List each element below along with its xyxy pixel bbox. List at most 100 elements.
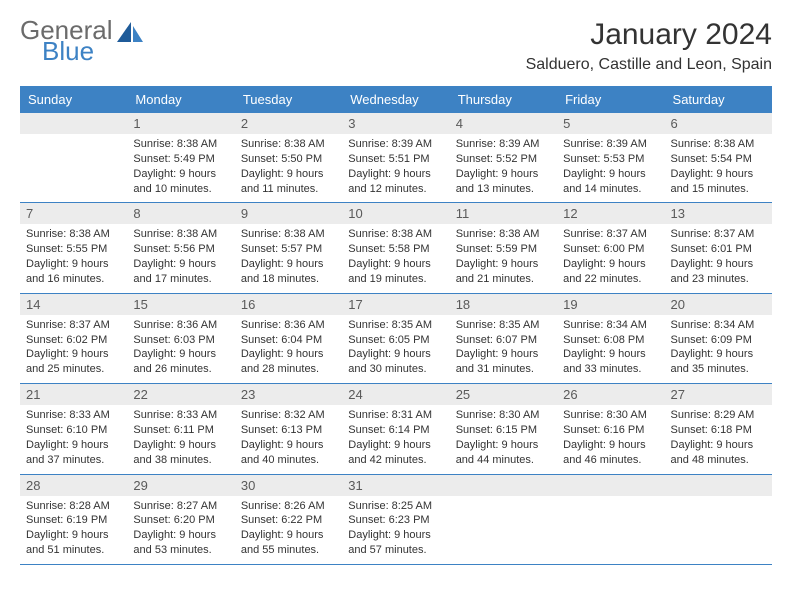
day-number: 8 <box>127 203 234 224</box>
day-cell <box>557 475 664 564</box>
week-row: 14Sunrise: 8:37 AMSunset: 6:02 PMDayligh… <box>20 294 772 384</box>
daylight-text: Daylight: 9 hours and 25 minutes. <box>26 347 121 377</box>
sunrise-text: Sunrise: 8:38 AM <box>241 227 336 242</box>
sunrise-text: Sunrise: 8:38 AM <box>133 137 228 152</box>
sunrise-text: Sunrise: 8:39 AM <box>348 137 443 152</box>
daylight-text: Daylight: 9 hours and 42 minutes. <box>348 438 443 468</box>
day-body: Sunrise: 8:29 AMSunset: 6:18 PMDaylight:… <box>669 408 768 467</box>
sunset-text: Sunset: 6:02 PM <box>26 333 121 348</box>
day-number: 6 <box>665 113 772 134</box>
sunrise-text: Sunrise: 8:37 AM <box>671 227 766 242</box>
day-cell: 1Sunrise: 8:38 AMSunset: 5:49 PMDaylight… <box>127 113 234 202</box>
day-cell: 19Sunrise: 8:34 AMSunset: 6:08 PMDayligh… <box>557 294 664 383</box>
sunrise-text: Sunrise: 8:30 AM <box>563 408 658 423</box>
daylight-text: Daylight: 9 hours and 30 minutes. <box>348 347 443 377</box>
sunrise-text: Sunrise: 8:38 AM <box>133 227 228 242</box>
day-body: Sunrise: 8:39 AMSunset: 5:51 PMDaylight:… <box>346 137 445 196</box>
day-body: Sunrise: 8:34 AMSunset: 6:09 PMDaylight:… <box>669 318 768 377</box>
day-body: Sunrise: 8:38 AMSunset: 5:57 PMDaylight:… <box>239 227 338 286</box>
day-number: 30 <box>235 475 342 496</box>
day-body: Sunrise: 8:26 AMSunset: 6:22 PMDaylight:… <box>239 499 338 558</box>
sunset-text: Sunset: 5:56 PM <box>133 242 228 257</box>
day-cell: 30 Sunrise: 8:26 AMSunset: 6:22 PMDayligh… <box>235 475 342 564</box>
sunrise-text: Sunrise: 8:34 AM <box>563 318 658 333</box>
week-row: 7Sunrise: 8:38 AMSunset: 5:55 PMDaylight… <box>20 203 772 293</box>
sunrise-text: Sunrise: 8:33 AM <box>133 408 228 423</box>
day-body: Sunrise: 8:38 AMSunset: 5:49 PMDaylight:… <box>131 137 230 196</box>
month-title: January 2024 <box>526 18 772 52</box>
day-header-mon: Monday <box>127 86 234 113</box>
day-body: Sunrise: 8:36 AMSunset: 6:03 PMDaylight:… <box>131 318 230 377</box>
sunset-text: Sunset: 6:03 PM <box>133 333 228 348</box>
sunset-text: Sunset: 6:11 PM <box>133 423 228 438</box>
sunset-text: Sunset: 6:23 PM <box>348 513 443 528</box>
day-number: 9 <box>235 203 342 224</box>
day-body: Sunrise: 8:35 AMSunset: 6:05 PMDaylight:… <box>346 318 445 377</box>
sunrise-text: Sunrise: 8:30 AM <box>456 408 551 423</box>
daylight-text: Daylight: 9 hours and 37 minutes. <box>26 438 121 468</box>
sunrise-text: Sunrise: 8:28 AM <box>26 499 121 514</box>
week-row: 1Sunrise: 8:38 AMSunset: 5:49 PMDaylight… <box>20 113 772 203</box>
sunset-text: Sunset: 5:51 PM <box>348 152 443 167</box>
sunset-text: Sunset: 6:14 PM <box>348 423 443 438</box>
sunrise-text: Sunrise: 8:39 AM <box>563 137 658 152</box>
day-cell <box>450 475 557 564</box>
day-body: Sunrise: 8:30 AMSunset: 6:15 PMDaylight:… <box>454 408 553 467</box>
sunrise-text: Sunrise: 8:33 AM <box>26 408 121 423</box>
day-cell: 21 Sunrise: 8:33 AMSunset: 6:10 PMDayligh… <box>20 384 127 473</box>
daylight-text: Daylight: 9 hours and 33 minutes. <box>563 347 658 377</box>
day-body: Sunrise: 8:38 AMSunset: 5:54 PMDaylight:… <box>669 137 768 196</box>
daylight-text: Daylight: 9 hours and 16 minutes. <box>26 257 121 287</box>
day-body: Sunrise: 8:38 AMSunset: 5:50 PMDaylight:… <box>239 137 338 196</box>
day-body: Sunrise: 8:38 AMSunset: 5:55 PMDaylight:… <box>24 227 123 286</box>
day-cell <box>20 113 127 202</box>
sunset-text: Sunset: 6:09 PM <box>671 333 766 348</box>
sunset-text: Sunset: 5:57 PM <box>241 242 336 257</box>
daylight-text: Daylight: 9 hours and 38 minutes. <box>133 438 228 468</box>
day-body: Sunrise: 8:35 AMSunset: 6:07 PMDaylight:… <box>454 318 553 377</box>
day-cell: 23Sunrise: 8:32 AMSunset: 6:13 PMDayligh… <box>235 384 342 473</box>
daylight-text: Daylight: 9 hours and 17 minutes. <box>133 257 228 287</box>
calendar: Sunday Monday Tuesday Wednesday Thursday… <box>20 86 772 565</box>
sunset-text: Sunset: 5:54 PM <box>671 152 766 167</box>
sunrise-text: Sunrise: 8:36 AM <box>241 318 336 333</box>
sunrise-text: Sunrise: 8:34 AM <box>671 318 766 333</box>
sunset-text: Sunset: 6:04 PM <box>241 333 336 348</box>
day-body: Sunrise: 8:38 AMSunset: 5:58 PMDaylight:… <box>346 227 445 286</box>
sunrise-text: Sunrise: 8:31 AM <box>348 408 443 423</box>
day-cell: 11Sunrise: 8:38 AMSunset: 5:59 PMDayligh… <box>450 203 557 292</box>
weeks-container: 1Sunrise: 8:38 AMSunset: 5:49 PMDaylight… <box>20 113 772 565</box>
day-number: 13 <box>665 203 772 224</box>
sunset-text: Sunset: 6:08 PM <box>563 333 658 348</box>
daylight-text: Daylight: 9 hours and 12 minutes. <box>348 167 443 197</box>
sail-icon <box>117 22 145 51</box>
day-number: 21 <box>20 384 127 405</box>
day-number <box>450 475 557 496</box>
daylight-text: Daylight: 9 hours and 15 minutes. <box>671 167 766 197</box>
day-body: Sunrise: 8:33 AMSunset: 6:10 PMDaylight:… <box>24 408 123 467</box>
day-cell: 10Sunrise: 8:38 AMSunset: 5:58 PMDayligh… <box>342 203 449 292</box>
day-number: 5 <box>557 113 664 134</box>
daylight-text: Daylight: 9 hours and 19 minutes. <box>348 257 443 287</box>
day-number: 16 <box>235 294 342 315</box>
day-cell: 18Sunrise: 8:35 AMSunset: 6:07 PMDayligh… <box>450 294 557 383</box>
location: Salduero, Castille and Leon, Spain <box>526 56 772 74</box>
day-cell: 17Sunrise: 8:35 AMSunset: 6:05 PMDayligh… <box>342 294 449 383</box>
day-number: 14 <box>20 294 127 315</box>
sunrise-text: Sunrise: 8:36 AM <box>133 318 228 333</box>
day-number: 11 <box>450 203 557 224</box>
sunset-text: Sunset: 6:13 PM <box>241 423 336 438</box>
daylight-text: Daylight: 9 hours and 48 minutes. <box>671 438 766 468</box>
daylight-text: Daylight: 9 hours and 21 minutes. <box>456 257 551 287</box>
sunrise-text: Sunrise: 8:35 AM <box>456 318 551 333</box>
sunset-text: Sunset: 5:53 PM <box>563 152 658 167</box>
day-cell: 13Sunrise: 8:37 AMSunset: 6:01 PMDayligh… <box>665 203 772 292</box>
daylight-text: Daylight: 9 hours and 23 minutes. <box>671 257 766 287</box>
sunrise-text: Sunrise: 8:25 AM <box>348 499 443 514</box>
day-header-sun: Sunday <box>20 86 127 113</box>
day-header-wed: Wednesday <box>342 86 449 113</box>
daylight-text: Daylight: 9 hours and 35 minutes. <box>671 347 766 377</box>
day-cell: 5 Sunrise: 8:39 AMSunset: 5:53 PMDaylight… <box>557 113 664 202</box>
day-cell: 14Sunrise: 8:37 AMSunset: 6:02 PMDayligh… <box>20 294 127 383</box>
day-body: Sunrise: 8:39 AMSunset: 5:53 PMDaylight:… <box>561 137 660 196</box>
